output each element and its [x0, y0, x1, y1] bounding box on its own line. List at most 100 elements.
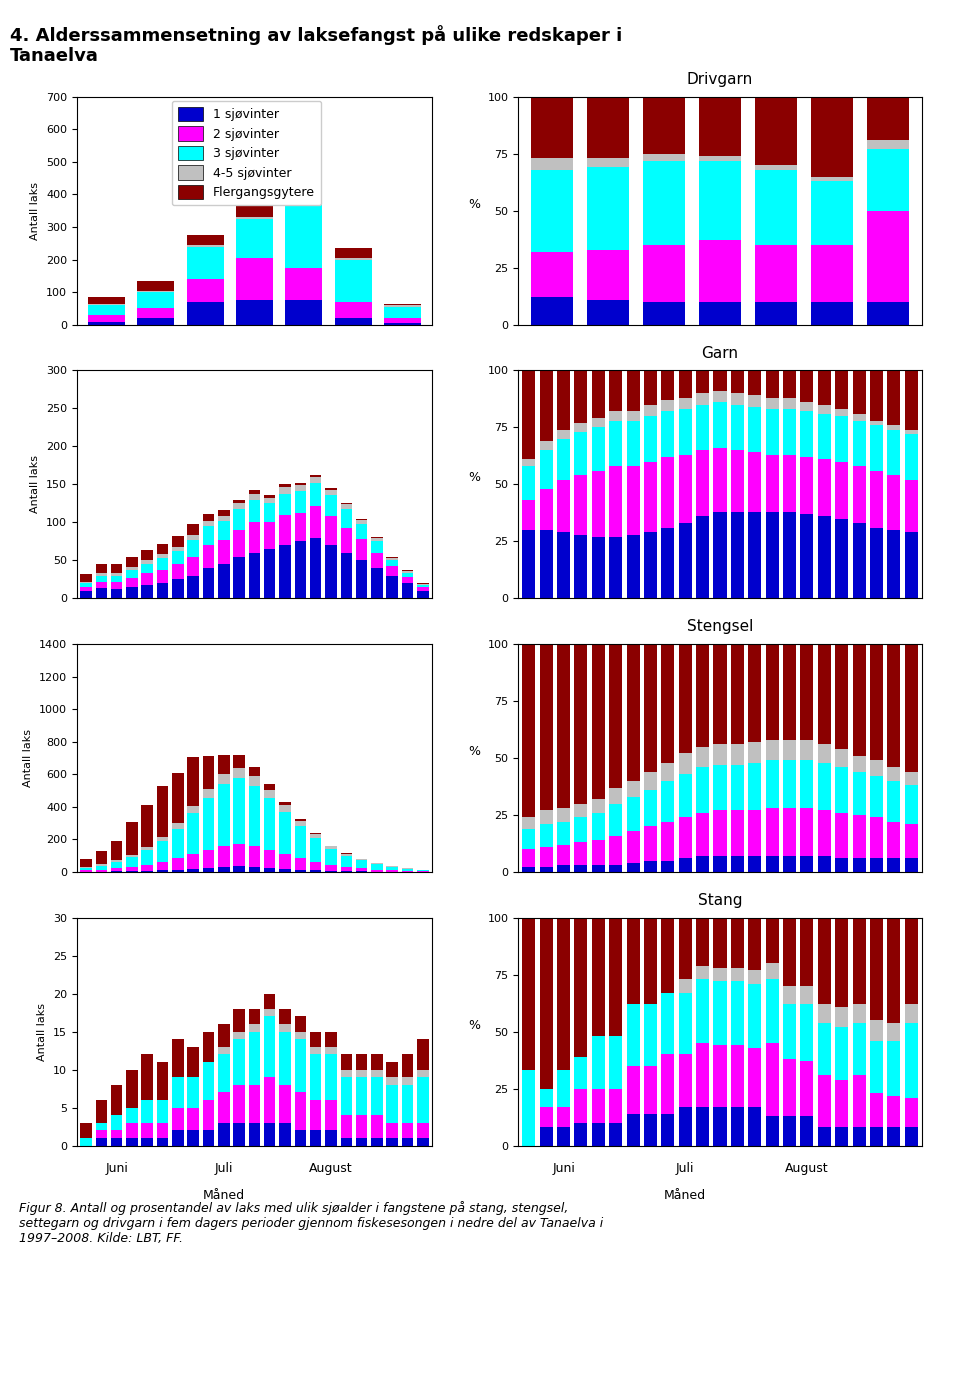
Bar: [867, 149, 909, 210]
Bar: [766, 511, 779, 598]
Bar: [661, 861, 674, 872]
Bar: [904, 771, 918, 785]
Bar: [310, 1100, 322, 1130]
Bar: [574, 865, 588, 872]
Bar: [661, 1114, 674, 1146]
Bar: [852, 644, 866, 756]
Bar: [88, 304, 125, 305]
Bar: [870, 420, 883, 426]
Bar: [88, 315, 125, 322]
Bar: [867, 210, 909, 301]
Bar: [141, 847, 153, 850]
Bar: [591, 427, 605, 471]
Bar: [811, 97, 853, 177]
Bar: [610, 1089, 622, 1122]
Bar: [627, 535, 639, 598]
Bar: [783, 455, 796, 511]
Bar: [156, 1061, 168, 1100]
Bar: [801, 1061, 813, 1117]
Bar: [610, 788, 622, 803]
Bar: [325, 495, 337, 517]
Bar: [887, 1041, 900, 1096]
Bar: [904, 1097, 918, 1128]
Bar: [187, 814, 199, 854]
Bar: [356, 868, 368, 872]
Bar: [372, 1054, 383, 1070]
Bar: [696, 517, 709, 598]
Bar: [644, 771, 657, 791]
Bar: [81, 591, 92, 598]
Bar: [887, 1128, 900, 1146]
Bar: [218, 867, 229, 872]
Bar: [88, 297, 125, 304]
Bar: [522, 829, 536, 849]
Bar: [661, 822, 674, 861]
Bar: [156, 554, 168, 558]
Bar: [295, 869, 306, 872]
Bar: [574, 370, 588, 423]
Bar: [295, 485, 306, 491]
Bar: [156, 543, 168, 554]
Bar: [818, 745, 830, 763]
Bar: [811, 177, 853, 181]
Bar: [156, 786, 168, 836]
Bar: [96, 587, 107, 598]
Bar: [748, 644, 761, 742]
Bar: [766, 980, 779, 1043]
Bar: [870, 1041, 883, 1093]
Text: Stang: Stang: [698, 893, 742, 908]
Bar: [835, 767, 849, 813]
Text: Figur 8. Antall og prosentandel av laks med ulik sjøalder i fangstene på stang, : Figur 8. Antall og prosentandel av laks …: [19, 1201, 604, 1245]
Bar: [644, 370, 657, 405]
Bar: [557, 480, 570, 532]
Bar: [852, 815, 866, 858]
Bar: [627, 918, 639, 1005]
Bar: [748, 742, 761, 763]
Bar: [187, 757, 199, 806]
Bar: [402, 583, 413, 598]
Bar: [731, 967, 744, 981]
Bar: [835, 1006, 849, 1027]
Bar: [187, 1048, 199, 1078]
Bar: [126, 1108, 137, 1122]
Bar: [766, 963, 779, 980]
Bar: [335, 318, 372, 325]
Bar: [295, 818, 306, 821]
Bar: [587, 159, 629, 167]
Bar: [279, 869, 291, 872]
Bar: [540, 644, 553, 810]
Bar: [574, 433, 588, 475]
Bar: [402, 1078, 413, 1085]
Bar: [295, 825, 306, 858]
Bar: [835, 918, 849, 1006]
Bar: [801, 1117, 813, 1146]
Bar: [748, 370, 761, 395]
Bar: [713, 855, 727, 872]
Bar: [249, 489, 260, 493]
Bar: [402, 571, 413, 572]
Bar: [540, 531, 553, 598]
Bar: [540, 824, 553, 847]
Bar: [233, 1009, 245, 1031]
Bar: [156, 1122, 168, 1139]
Bar: [783, 739, 796, 760]
Bar: [540, 810, 553, 824]
Bar: [218, 774, 229, 784]
Bar: [203, 797, 214, 850]
Bar: [696, 966, 709, 980]
Bar: [610, 370, 622, 412]
Bar: [766, 855, 779, 872]
Bar: [522, 817, 536, 829]
Bar: [126, 578, 137, 587]
Bar: [818, 517, 830, 598]
Bar: [610, 918, 622, 1036]
Bar: [295, 1130, 306, 1146]
Bar: [249, 767, 260, 775]
Bar: [126, 1122, 137, 1139]
Bar: [731, 392, 744, 405]
Bar: [904, 918, 918, 1005]
Bar: [870, 858, 883, 872]
Bar: [713, 967, 727, 981]
Bar: [783, 918, 796, 987]
Y-axis label: %: %: [468, 1019, 480, 1031]
